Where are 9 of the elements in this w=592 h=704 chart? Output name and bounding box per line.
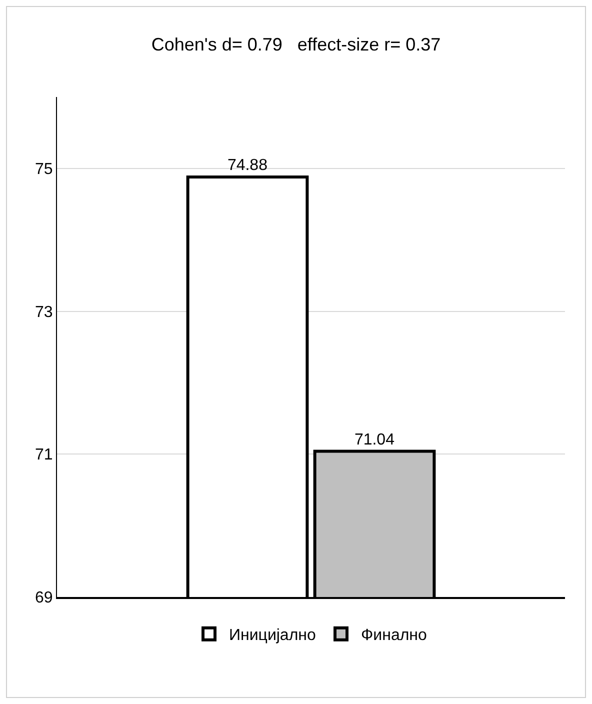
y-tick-label: 69 bbox=[35, 590, 53, 607]
legend-label: Финално bbox=[361, 627, 428, 644]
chart-title: Cohen's d= 0.79 effect-size r= 0.37 bbox=[151, 34, 441, 55]
y-tick-label: 73 bbox=[35, 304, 53, 321]
data-label: 74.88 bbox=[227, 157, 268, 174]
legend-label: Иницијално bbox=[229, 627, 316, 644]
y-tick-label: 75 bbox=[35, 161, 53, 178]
data-label: 71.04 bbox=[354, 431, 395, 448]
y-tick-label: 71 bbox=[35, 446, 53, 464]
